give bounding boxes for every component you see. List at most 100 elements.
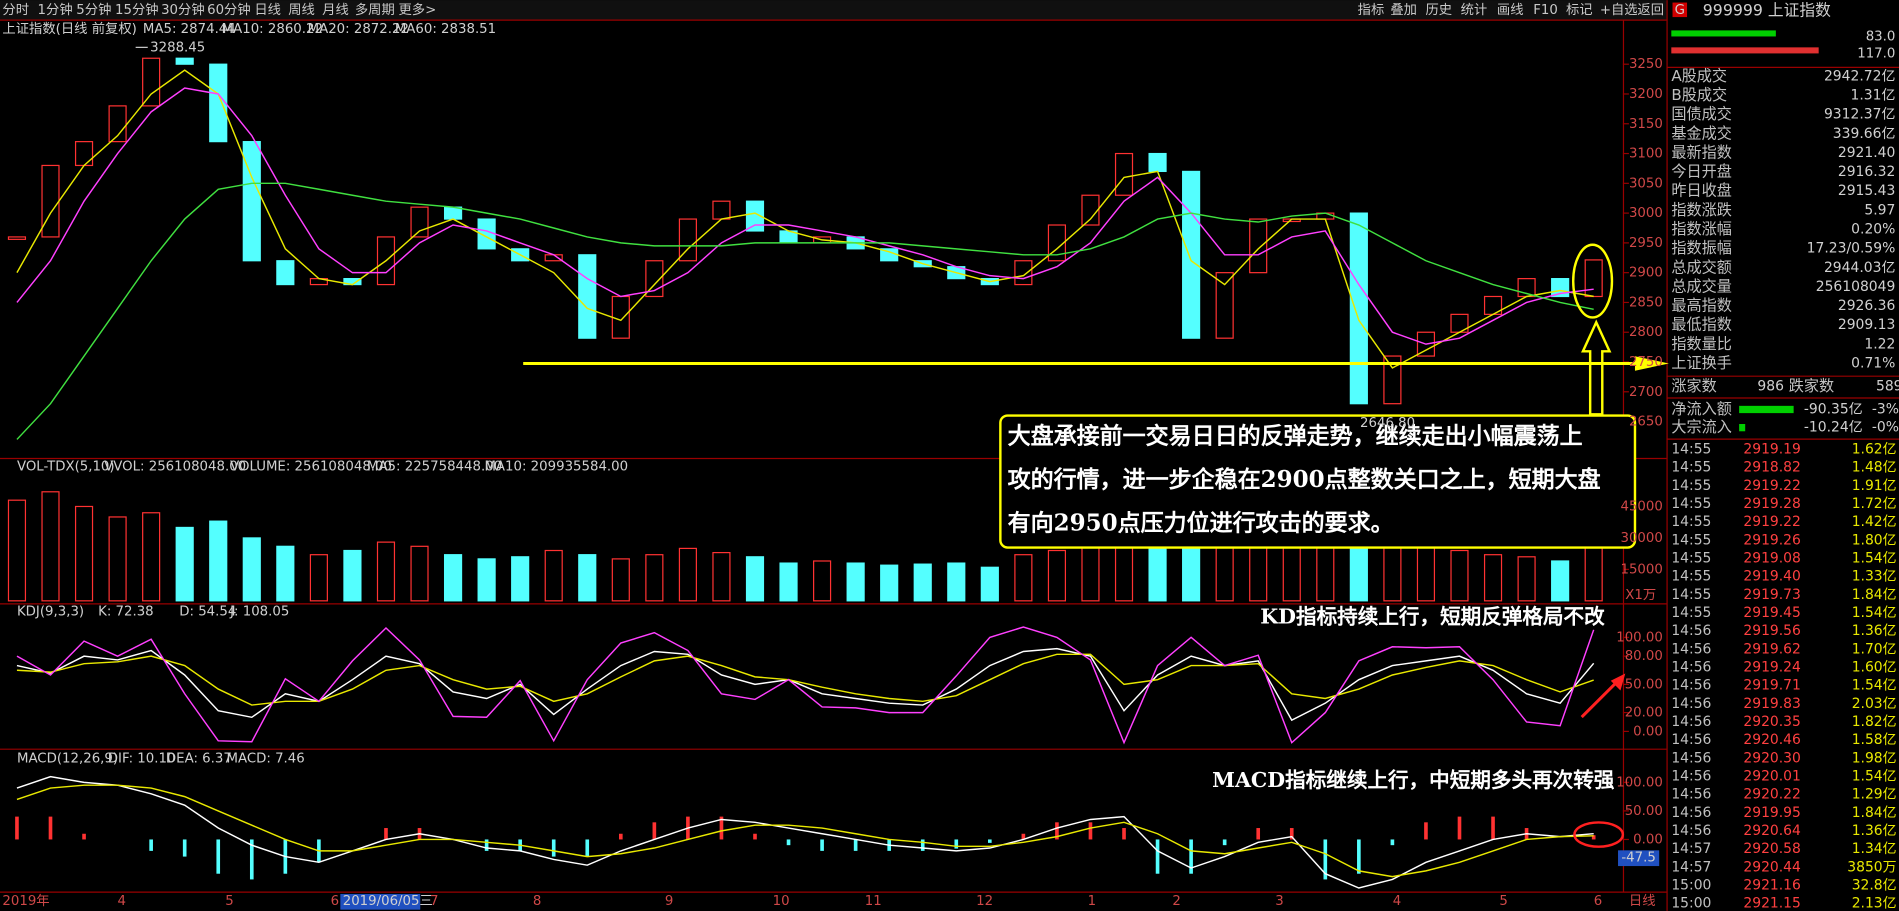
volume-bar bbox=[443, 554, 463, 602]
volume-bar bbox=[846, 562, 865, 602]
indicator-label: KDJ(9,3,3) bbox=[17, 605, 84, 620]
tool-button[interactable]: 统计 bbox=[1461, 2, 1488, 18]
trade-price: 2919.08 bbox=[1743, 550, 1801, 566]
row-value: 17.23/0.59% bbox=[1807, 241, 1896, 257]
row-value: 0.20% bbox=[1851, 222, 1895, 238]
row-label: 最低指数 bbox=[1671, 316, 1732, 334]
trade-volume: 1.29亿 bbox=[1852, 787, 1897, 803]
row-label: 上证换手 bbox=[1671, 354, 1732, 372]
trade-volume: 1.36亿 bbox=[1852, 823, 1897, 839]
indicator-label: D: 54.54 bbox=[179, 605, 236, 620]
candle bbox=[242, 141, 261, 262]
row-value: 0.71% bbox=[1851, 355, 1895, 371]
trade-price: 2919.24 bbox=[1743, 659, 1801, 675]
period-tab[interactable]: 周线 bbox=[288, 2, 315, 18]
tool-button[interactable]: 标记 bbox=[1566, 2, 1593, 18]
row-label: 指数量比 bbox=[1671, 335, 1732, 353]
volume-bar bbox=[645, 554, 664, 602]
y-tick-label: 3100 bbox=[1629, 147, 1663, 162]
row-value: 256108049 bbox=[1816, 279, 1896, 295]
volume-bar bbox=[1450, 549, 1469, 602]
candle bbox=[1182, 170, 1201, 339]
trade-price: 2919.62 bbox=[1743, 641, 1801, 657]
tool-button[interactable]: 叠加 bbox=[1390, 2, 1417, 18]
trade-time: 14:56 bbox=[1671, 696, 1711, 712]
ma10-line bbox=[16, 69, 1594, 369]
trade-price: 2919.22 bbox=[1743, 514, 1801, 530]
period-tab[interactable]: 30分钟 bbox=[161, 1, 205, 18]
candle bbox=[1081, 194, 1100, 226]
candle bbox=[74, 141, 94, 167]
period-tab[interactable]: 月线 bbox=[322, 2, 349, 18]
volume-bar bbox=[41, 491, 60, 602]
ratio-bar bbox=[1671, 47, 1819, 54]
tool-button[interactable]: +自选 bbox=[1600, 2, 1638, 18]
volume-bar bbox=[376, 541, 396, 602]
volume-bar bbox=[511, 556, 530, 602]
code-title: 999999 上证指数 bbox=[1703, 1, 1831, 20]
annotations bbox=[135, 46, 1669, 867]
row-label: 指数振幅 bbox=[1671, 239, 1732, 257]
candle bbox=[678, 218, 697, 262]
volume-bar bbox=[108, 516, 127, 602]
row-value: 2944.03亿 bbox=[1824, 260, 1896, 276]
row-label: 指数涨幅 bbox=[1671, 220, 1732, 238]
tool-button[interactable]: 历史 bbox=[1425, 2, 1452, 18]
row-value: 9312.37亿 bbox=[1824, 107, 1896, 123]
period-tab[interactable]: 日线 bbox=[254, 2, 281, 18]
trade-time: 14:57 bbox=[1671, 859, 1711, 875]
unit-label: X1万 bbox=[1625, 588, 1656, 603]
trade-volume: 1.36亿 bbox=[1852, 623, 1897, 639]
trade-price: 2919.40 bbox=[1743, 569, 1801, 585]
trade-price: 2919.83 bbox=[1743, 696, 1801, 712]
tool-button[interactable]: 画线 bbox=[1497, 2, 1524, 18]
y-tick-label: 3150 bbox=[1629, 117, 1663, 132]
panel-title: 上证指数(日线 前复权) bbox=[2, 20, 136, 37]
trade-price: 2918.82 bbox=[1743, 460, 1801, 476]
candle bbox=[1114, 152, 1134, 196]
tool-button[interactable]: 返回 bbox=[1637, 2, 1664, 18]
volume-bar bbox=[1584, 546, 1603, 602]
tool-button[interactable]: F10 bbox=[1533, 3, 1558, 18]
breadth-label: 跌家数 bbox=[1789, 377, 1834, 395]
row-label: 总成交量 bbox=[1671, 277, 1732, 295]
trade-price: 2919.28 bbox=[1743, 496, 1801, 512]
trade-price: 2919.73 bbox=[1743, 587, 1801, 603]
y-tick-label: 30000 bbox=[1620, 531, 1662, 546]
indicator-label: MACD(12,26,9) bbox=[17, 751, 118, 766]
trade-time: 14:55 bbox=[1671, 587, 1711, 603]
trade-time: 14:56 bbox=[1671, 787, 1711, 803]
row-label: 昨日收盘 bbox=[1671, 182, 1732, 200]
period-tab[interactable]: 60分钟 bbox=[207, 1, 251, 18]
candle bbox=[209, 63, 228, 143]
breadth-down: 589 bbox=[1876, 378, 1899, 394]
y-tick-label: 2800 bbox=[1629, 325, 1663, 340]
period-tab[interactable]: 1分钟 bbox=[38, 1, 73, 18]
trade-time: 14:56 bbox=[1671, 623, 1711, 639]
volume-bar bbox=[779, 562, 798, 602]
row-value: 5.97 bbox=[1864, 202, 1895, 218]
period-tab[interactable]: 分时 bbox=[2, 2, 29, 18]
y-tick-label: 15000 bbox=[1620, 562, 1662, 577]
x-tick-label: 日线 bbox=[1629, 893, 1656, 909]
candle bbox=[142, 57, 161, 107]
period-tab[interactable]: 5分钟 bbox=[76, 1, 111, 18]
row-label: A股成交 bbox=[1671, 67, 1727, 85]
period-tab[interactable]: 多周期 bbox=[355, 1, 395, 18]
indicator-label: J: 108.05 bbox=[229, 605, 289, 620]
trade-time: 14:55 bbox=[1671, 514, 1711, 530]
trade-time: 14:56 bbox=[1671, 805, 1711, 821]
k-line bbox=[16, 647, 1595, 722]
trade-volume: 1.33亿 bbox=[1852, 569, 1897, 585]
trade-price: 2920.35 bbox=[1743, 714, 1801, 730]
period-tab[interactable]: 更多> bbox=[398, 1, 436, 18]
flow-label: 大宗流入 bbox=[1671, 418, 1732, 436]
tool-button[interactable]: 指标 bbox=[1358, 2, 1385, 18]
trade-price: 2920.46 bbox=[1743, 732, 1801, 748]
row-label: 国债成交 bbox=[1671, 105, 1732, 123]
volume-bar bbox=[209, 520, 228, 602]
cursor-label-bg bbox=[1618, 850, 1660, 867]
period-tab[interactable]: 15分钟 bbox=[115, 1, 159, 18]
macd-annotation: MACD指标继续上行，中短期多头再次转强 bbox=[1212, 768, 1615, 792]
date-highlight bbox=[340, 893, 421, 910]
